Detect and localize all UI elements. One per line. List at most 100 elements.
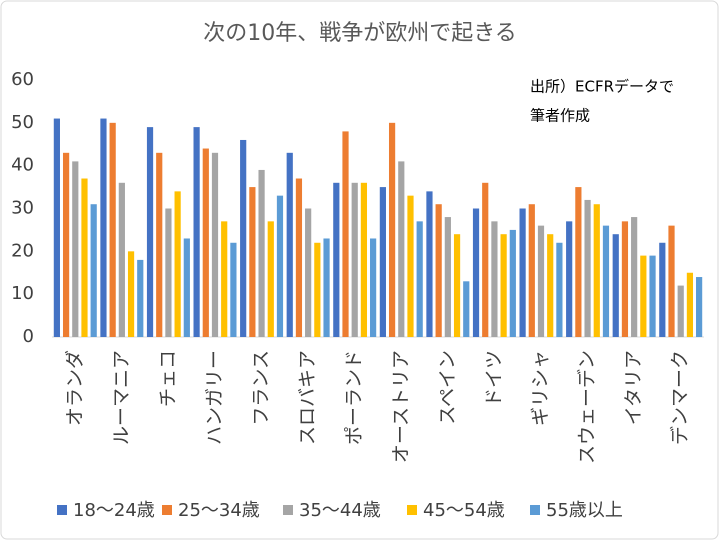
x-tick-label: フランス [250, 350, 272, 426]
bar [240, 139, 247, 337]
x-tick-label: ハンガリー [204, 350, 226, 445]
bar [649, 255, 656, 337]
x-tick-label: ルーマニア [110, 350, 132, 445]
bar [146, 127, 154, 337]
bar [528, 204, 535, 337]
bar [696, 277, 703, 337]
bar [62, 152, 70, 337]
annotation: 筆者作成 [530, 107, 590, 125]
x-tick-label: デンマーク [669, 350, 691, 445]
bar [668, 225, 675, 337]
legend-label: 18～24歳 [73, 500, 155, 521]
bar [453, 234, 461, 337]
y-tick-label: 50 [11, 112, 34, 133]
bar [566, 221, 573, 337]
bar [183, 238, 190, 337]
bar [686, 272, 694, 337]
legend-swatch [407, 505, 417, 515]
x-tick-label: オランダ [64, 350, 86, 426]
x-tick-label: チェコ [157, 350, 179, 407]
bar [305, 208, 312, 337]
bar [612, 234, 619, 337]
bar [295, 178, 303, 337]
legend-label: 55歳以上 [546, 500, 623, 521]
bar [211, 152, 219, 337]
bar [547, 234, 554, 337]
bar [659, 242, 666, 337]
bar [90, 204, 97, 337]
x-tick-label: スペイン [436, 350, 458, 425]
bar [491, 221, 498, 337]
chart-title: 次の10年、戦争が欧州で起きる [203, 21, 517, 46]
bar [509, 229, 516, 337]
bar [193, 127, 200, 337]
bar [100, 118, 107, 337]
bar [351, 182, 358, 337]
bar [519, 208, 526, 337]
bar [370, 238, 377, 337]
legend-swatch [57, 505, 67, 515]
legend-label: 45～54歳 [423, 500, 505, 521]
bar [137, 259, 144, 337]
bar [81, 178, 88, 337]
y-tick-label: 20 [11, 240, 34, 261]
bar [314, 242, 321, 337]
bar [537, 225, 545, 337]
bar [174, 191, 181, 337]
bar [388, 122, 396, 337]
bar [342, 131, 349, 337]
bar [444, 217, 451, 337]
legend-swatch [162, 505, 172, 515]
bar [575, 187, 582, 337]
bar [72, 161, 79, 337]
bar [621, 221, 629, 337]
bar [398, 161, 405, 337]
legend-swatch [283, 505, 293, 515]
bar [593, 204, 600, 337]
bar [360, 182, 368, 337]
bar [127, 251, 135, 337]
bar [109, 122, 116, 337]
bar [221, 221, 228, 337]
bar [584, 199, 591, 337]
y-tick-label: 60 [11, 69, 34, 90]
bar [165, 208, 172, 337]
bar [53, 118, 60, 337]
bar [258, 169, 265, 337]
legend-label: 25～34歳 [178, 500, 260, 521]
legend-label: 35～44歳 [299, 500, 381, 521]
bar [677, 285, 684, 337]
bar [640, 255, 647, 337]
bar [230, 242, 237, 337]
y-tick-label: 30 [11, 198, 34, 219]
bar [118, 182, 125, 337]
x-tick-label: オーストリア [390, 350, 412, 463]
x-tick-label: スロバキア [297, 350, 319, 445]
x-tick-label: イタリア [623, 350, 645, 425]
bar [435, 204, 442, 337]
bar [333, 182, 340, 337]
x-tick-label: ギリシャ [530, 350, 552, 426]
bar [426, 191, 433, 337]
bar [416, 221, 423, 337]
bar [500, 234, 507, 337]
bar [602, 225, 610, 337]
legend-swatch [530, 505, 540, 515]
x-tick-label: ポーランド [343, 350, 365, 445]
bar [379, 187, 386, 337]
bar [463, 281, 470, 337]
bar [556, 242, 563, 337]
x-tick-label: ドイツ [483, 350, 505, 407]
bar [631, 217, 638, 337]
y-tick-label: 10 [11, 283, 34, 304]
bar [286, 152, 293, 337]
bar [249, 187, 256, 337]
bar [276, 195, 284, 337]
bar [267, 221, 274, 337]
y-tick-label: 40 [11, 155, 34, 176]
bar [472, 208, 480, 337]
x-tick-label: スウェーデン [576, 350, 598, 464]
bar [482, 182, 489, 337]
